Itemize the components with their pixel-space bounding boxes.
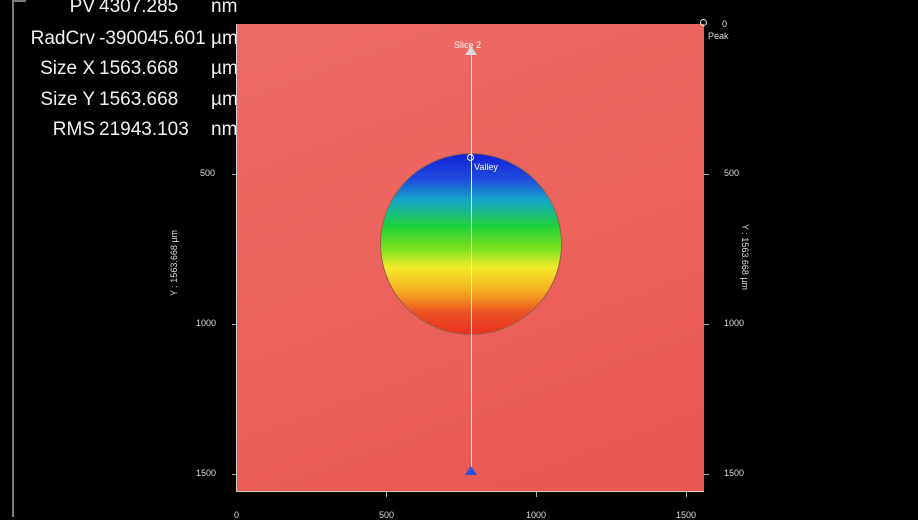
stat-value: 21943.103 xyxy=(99,119,189,140)
y-axis-title-right: Y : 1563.668 µm xyxy=(740,223,751,291)
x-tick-label: 1000 xyxy=(526,510,547,520)
y-tick-label: 1000 xyxy=(196,318,217,328)
stat-label: RMS xyxy=(52,119,95,140)
peak-marker[interactable] xyxy=(700,19,707,26)
stat-value: 1563.668 xyxy=(99,58,179,79)
slice-handle-top[interactable] xyxy=(465,46,477,55)
peak-value: 0 xyxy=(722,19,728,29)
stat-row-pv: PV 4307.285 nm xyxy=(0,0,240,21)
y-tick-label-right: 1000 xyxy=(724,318,745,328)
slice-line[interactable] xyxy=(471,48,472,472)
frame-top-line xyxy=(12,0,26,2)
y-tick-label: 1500 xyxy=(196,468,217,478)
stat-unit: µm xyxy=(211,89,238,110)
stat-value: 4307.285 xyxy=(99,0,179,17)
stat-label: Size X xyxy=(40,58,95,79)
slice-handle-bottom[interactable] xyxy=(465,466,477,475)
stat-row-size-y: Size Y 1563.668 µm xyxy=(0,86,240,114)
stats-panel: PV 4307.285 nm RadCrv -390045.601 µm Siz… xyxy=(0,0,240,150)
frame-left-line xyxy=(12,0,14,517)
x-tick-label: 500 xyxy=(379,510,395,520)
x-tick-label: 1500 xyxy=(676,510,697,520)
stat-unit: nm xyxy=(211,0,238,17)
y-tick xyxy=(232,324,237,325)
x-tick xyxy=(536,492,537,497)
y-tick-label-right: 500 xyxy=(724,168,740,178)
peak-label: Peak xyxy=(708,31,729,41)
stat-unit: nm xyxy=(211,119,238,140)
stat-label: PV xyxy=(69,0,95,17)
stat-value: 1563.668 xyxy=(99,89,179,110)
stat-unit: µm xyxy=(211,28,238,49)
x-tick xyxy=(686,492,687,497)
stat-label: Size Y xyxy=(40,89,95,110)
y-tick-label-right: 1500 xyxy=(724,468,745,478)
plot-border xyxy=(236,24,704,492)
y-tick-right xyxy=(704,324,709,325)
y-tick-right xyxy=(704,474,709,475)
valley-marker[interactable] xyxy=(467,154,474,161)
x-tick-label: 0 xyxy=(234,510,240,520)
stat-row-rms: RMS 21943.103 nm xyxy=(0,116,240,144)
stat-row-radcrv: RadCrv -390045.601 µm xyxy=(0,25,240,53)
y-tick xyxy=(232,474,237,475)
slice-label: Slice 2 xyxy=(454,40,482,50)
stat-label: RadCrv xyxy=(30,28,95,49)
y-tick xyxy=(232,174,237,175)
y-tick-right xyxy=(704,174,709,175)
x-tick xyxy=(386,492,387,497)
stat-value: -390045.601 xyxy=(99,28,206,49)
stat-unit: µm xyxy=(211,58,238,79)
y-axis-title-left: Y : 1563.668 µm xyxy=(169,229,180,297)
valley-label: Valley xyxy=(474,162,498,172)
y-tick-label: 500 xyxy=(200,168,216,178)
stat-row-size-x: Size X 1563.668 µm xyxy=(0,55,240,83)
surface-map-plot[interactable]: Slice 2 Valley xyxy=(236,24,704,492)
